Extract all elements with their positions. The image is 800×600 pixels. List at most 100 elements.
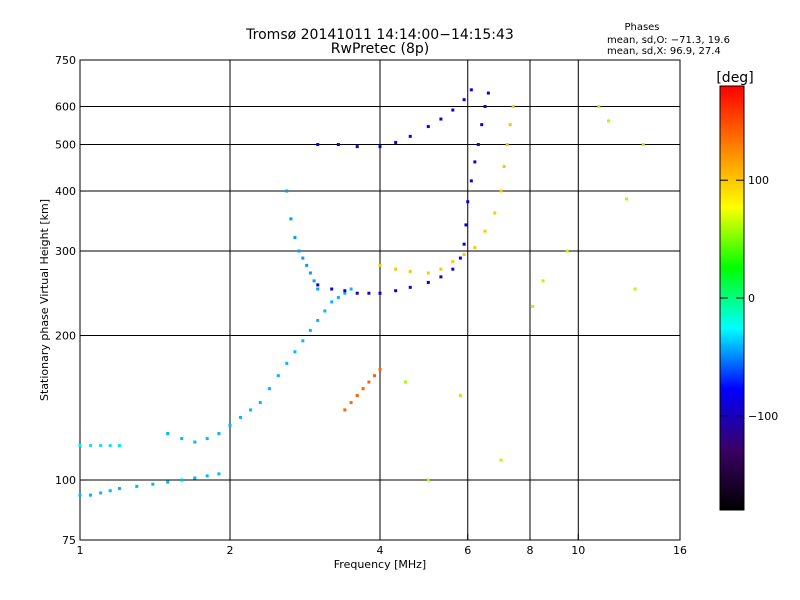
data-point-s6-2 (355, 145, 359, 149)
data-point-s0-11 (217, 472, 221, 476)
data-point-s4-8 (426, 280, 430, 284)
data-point-s7-4 (367, 380, 371, 384)
data-point-s4-9 (439, 275, 443, 279)
data-point-s7-6 (378, 367, 382, 371)
data-point-s8-5 (541, 279, 545, 283)
data-point-s4-10 (451, 267, 455, 271)
colorbar-tick-label-0: −100 (748, 410, 778, 423)
data-point-s4-3 (355, 291, 359, 295)
data-point-s5-13 (508, 123, 512, 127)
data-point-s8-8 (607, 119, 611, 123)
data-point-s5-9 (493, 211, 497, 215)
data-point-s2-12 (293, 350, 297, 354)
data-point-s4-14 (466, 200, 470, 204)
data-point-s2-11 (285, 361, 289, 365)
data-point-s7-1 (349, 401, 353, 405)
data-point-s1-0 (78, 444, 82, 448)
colorbar-tick-label-2: 100 (748, 174, 769, 187)
data-point-s2-5 (228, 423, 232, 427)
y-axis-label: Stationary phase Virtual Height [km] (38, 199, 51, 401)
stats-o-line: mean, sd,O: −71.3, 19.6 (607, 35, 730, 46)
data-point-s2-15 (316, 318, 320, 322)
x-tick-label-16: 16 (673, 544, 687, 557)
data-point-s5-6 (462, 253, 466, 257)
data-point-s2-14 (308, 328, 312, 332)
data-point-s0-1 (89, 493, 93, 497)
data-point-s8-3 (499, 458, 503, 462)
data-point-s4-15 (469, 179, 473, 183)
data-point-s4-19 (483, 105, 487, 109)
colorbar-ticks: −100 0 100 (720, 174, 778, 423)
data-point-s8-2 (458, 394, 462, 398)
data-point-s2-8 (258, 401, 262, 405)
data-point-s5-12 (505, 143, 509, 147)
data-point-s2-17 (330, 300, 334, 304)
data-point-s0-5 (135, 484, 139, 488)
data-point-s8-9 (625, 197, 629, 201)
data-point-s2-7 (249, 408, 253, 412)
y-tick-label-600: 600 (55, 101, 76, 114)
data-point-s5-3 (426, 271, 430, 275)
stats-x-line: mean, sd,X: 96.9, 27.4 (607, 46, 721, 57)
data-point-s5-2 (408, 269, 412, 273)
data-point-s6-5 (408, 134, 412, 138)
data-point-s5-11 (502, 164, 506, 168)
data-point-s0-4 (117, 487, 121, 491)
data-point-s6-9 (462, 98, 466, 102)
data-point-s4-6 (394, 289, 398, 293)
x-tick-label-6: 6 (464, 544, 471, 557)
data-point-s2-9 (267, 387, 271, 391)
data-point-s2-6 (239, 415, 243, 419)
data-point-s6-1 (336, 143, 340, 147)
data-point-s2-19 (343, 291, 347, 295)
data-point-s2-3 (205, 437, 209, 441)
x-tick-label-8: 8 (527, 544, 534, 557)
data-point-s7-5 (373, 374, 377, 378)
data-point-s1-2 (99, 444, 103, 448)
data-point-s0-2 (99, 491, 103, 495)
data-point-s6-4 (394, 140, 398, 144)
stats-heading: Phases (624, 22, 659, 33)
data-point-s5-8 (483, 229, 487, 233)
data-point-s7-0 (343, 408, 347, 412)
data-point-s1-1 (89, 444, 93, 448)
data-point-s2-13 (301, 339, 305, 343)
y-tick-label-300: 300 (55, 245, 76, 258)
data-point-s8-4 (531, 304, 535, 308)
data-point-s0-8 (180, 478, 184, 482)
axis-tick-labels: 1 2 4 6 8 10 16 75 100 200 300 400 500 600 750 (55, 54, 687, 557)
data-point-s8-0 (403, 380, 407, 384)
data-point-s4-12 (462, 242, 466, 246)
data-point-s4-17 (476, 143, 480, 147)
data-point-s2-18 (336, 296, 340, 300)
data-point-s3-6 (308, 271, 312, 275)
data-point-s3-5 (305, 263, 309, 267)
data-point-s6-0 (316, 143, 320, 147)
colorbar: [deg] −100 0 100 (716, 70, 778, 511)
data-point-s2-0 (166, 432, 170, 436)
colorbar-tick-label-1: 0 (748, 292, 755, 305)
data-point-s4-11 (458, 256, 462, 260)
data-point-s5-10 (499, 189, 503, 193)
data-point-s6-3 (378, 145, 382, 149)
data-point-s3-3 (297, 249, 301, 253)
data-point-s4-16 (473, 160, 477, 164)
data-point-s0-0 (78, 493, 82, 497)
x-tick-label-1: 1 (77, 544, 84, 557)
data-point-s3-8 (316, 287, 320, 291)
y-tick-label-750: 750 (55, 54, 76, 67)
data-point-s2-16 (323, 309, 327, 313)
data-point-s6-8 (451, 108, 455, 112)
data-point-s6-6 (426, 125, 430, 129)
data-point-s6-10 (469, 88, 473, 92)
data-point-s8-6 (565, 249, 569, 253)
x-tick-label-4: 4 (377, 544, 384, 557)
data-point-s3-2 (293, 236, 297, 240)
x-tick-label-10: 10 (571, 544, 585, 557)
data-points (78, 88, 645, 497)
colorbar-label: [deg] (716, 70, 753, 86)
data-point-s4-13 (464, 223, 468, 227)
chart-title: Tromsø 20141011 14:14:00−14:15:43 (245, 27, 514, 43)
data-point-s2-20 (349, 287, 353, 291)
